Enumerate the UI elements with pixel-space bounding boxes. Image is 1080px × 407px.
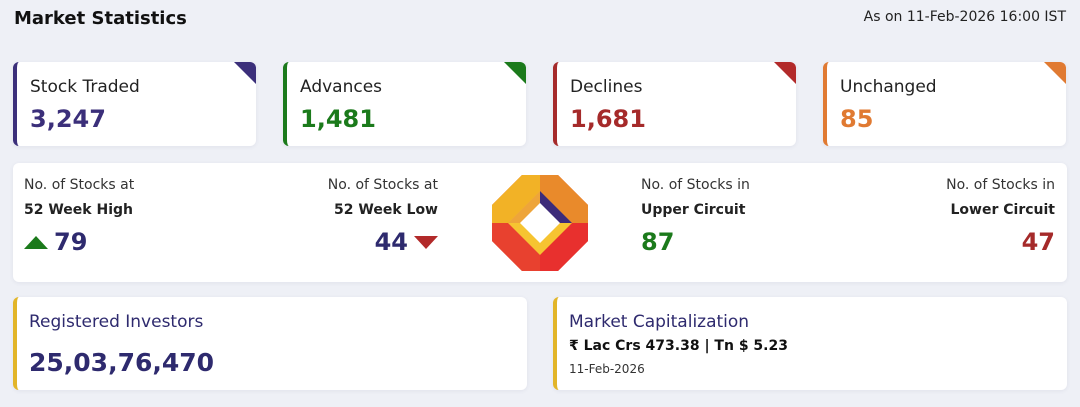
lower-circuit-value: 47	[1021, 228, 1055, 256]
as-on-timestamp: As on 11-Feb-2026 16:00 IST	[863, 9, 1066, 25]
header: Market Statistics As on 11-Feb-2026 16:0…	[0, 0, 1080, 40]
page-title: Market Statistics	[14, 8, 187, 29]
week52-low-line2: 52 Week Low	[334, 202, 438, 218]
registered-investors-value: 25,03,76,470	[29, 348, 215, 377]
upper-circuit-block[interactable]: No. of Stocks in Upper Circuit 87	[641, 177, 841, 256]
lower-circuit-block[interactable]: No. of Stocks in Lower Circuit 47	[855, 177, 1055, 256]
stock-traded-card[interactable]: Stock Traded 3,247	[13, 62, 256, 146]
corner-marker-icon	[234, 62, 256, 84]
unchanged-card[interactable]: Unchanged 85	[823, 62, 1066, 146]
arrow-down-icon	[414, 235, 438, 249]
market-cap-value: ₹ Lac Crs 473.38 | Tn $ 5.23	[569, 338, 788, 354]
registered-investors-label: Registered Investors	[29, 312, 204, 332]
week-circuit-card: No. of Stocks at 52 Week High 79 No. of …	[13, 163, 1067, 282]
week52-high-line1: No. of Stocks at	[24, 177, 135, 193]
advances-card[interactable]: Advances 1,481	[283, 62, 526, 146]
unchanged-label: Unchanged	[840, 77, 937, 97]
advances-label: Advances	[300, 77, 383, 97]
lower-circuit-line1: No. of Stocks in	[946, 177, 1055, 193]
unchanged-value: 85	[840, 105, 874, 133]
week52-low-line1: No. of Stocks at	[327, 177, 438, 193]
market-cap-label: Market Capitalization	[569, 312, 750, 332]
declines-value: 1,681	[570, 105, 646, 133]
lower-circuit-line2: Lower Circuit	[950, 202, 1055, 218]
arrow-up-icon	[24, 235, 48, 249]
market-cap-card[interactable]: Market Capitalization ₹ Lac Crs 473.38 |…	[553, 297, 1067, 390]
upper-circuit-line1: No. of Stocks in	[641, 177, 750, 193]
market-cap-date: 11-Feb-2026	[569, 362, 645, 376]
advances-value: 1,481	[300, 105, 376, 133]
registered-investors-card[interactable]: Registered Investors 25,03,76,470	[13, 297, 527, 390]
corner-marker-icon	[1044, 62, 1066, 84]
corner-marker-icon	[504, 62, 526, 84]
week52-high-line2: 52 Week High	[24, 202, 133, 218]
stock-traded-label: Stock Traded	[30, 77, 140, 97]
declines-card[interactable]: Declines 1,681	[553, 62, 796, 146]
upper-circuit-line2: Upper Circuit	[641, 202, 746, 218]
upper-circuit-value: 87	[641, 228, 675, 256]
week52-high-block[interactable]: No. of Stocks at 52 Week High 79	[24, 177, 224, 256]
declines-label: Declines	[570, 77, 643, 97]
corner-marker-icon	[774, 62, 796, 84]
week52-high-value: 79	[54, 228, 88, 256]
week52-low-block[interactable]: No. of Stocks at 52 Week Low 44	[238, 177, 438, 256]
stock-traded-value: 3,247	[30, 105, 106, 133]
nse-logo-icon	[492, 175, 588, 271]
week52-low-value: 44	[374, 228, 408, 256]
